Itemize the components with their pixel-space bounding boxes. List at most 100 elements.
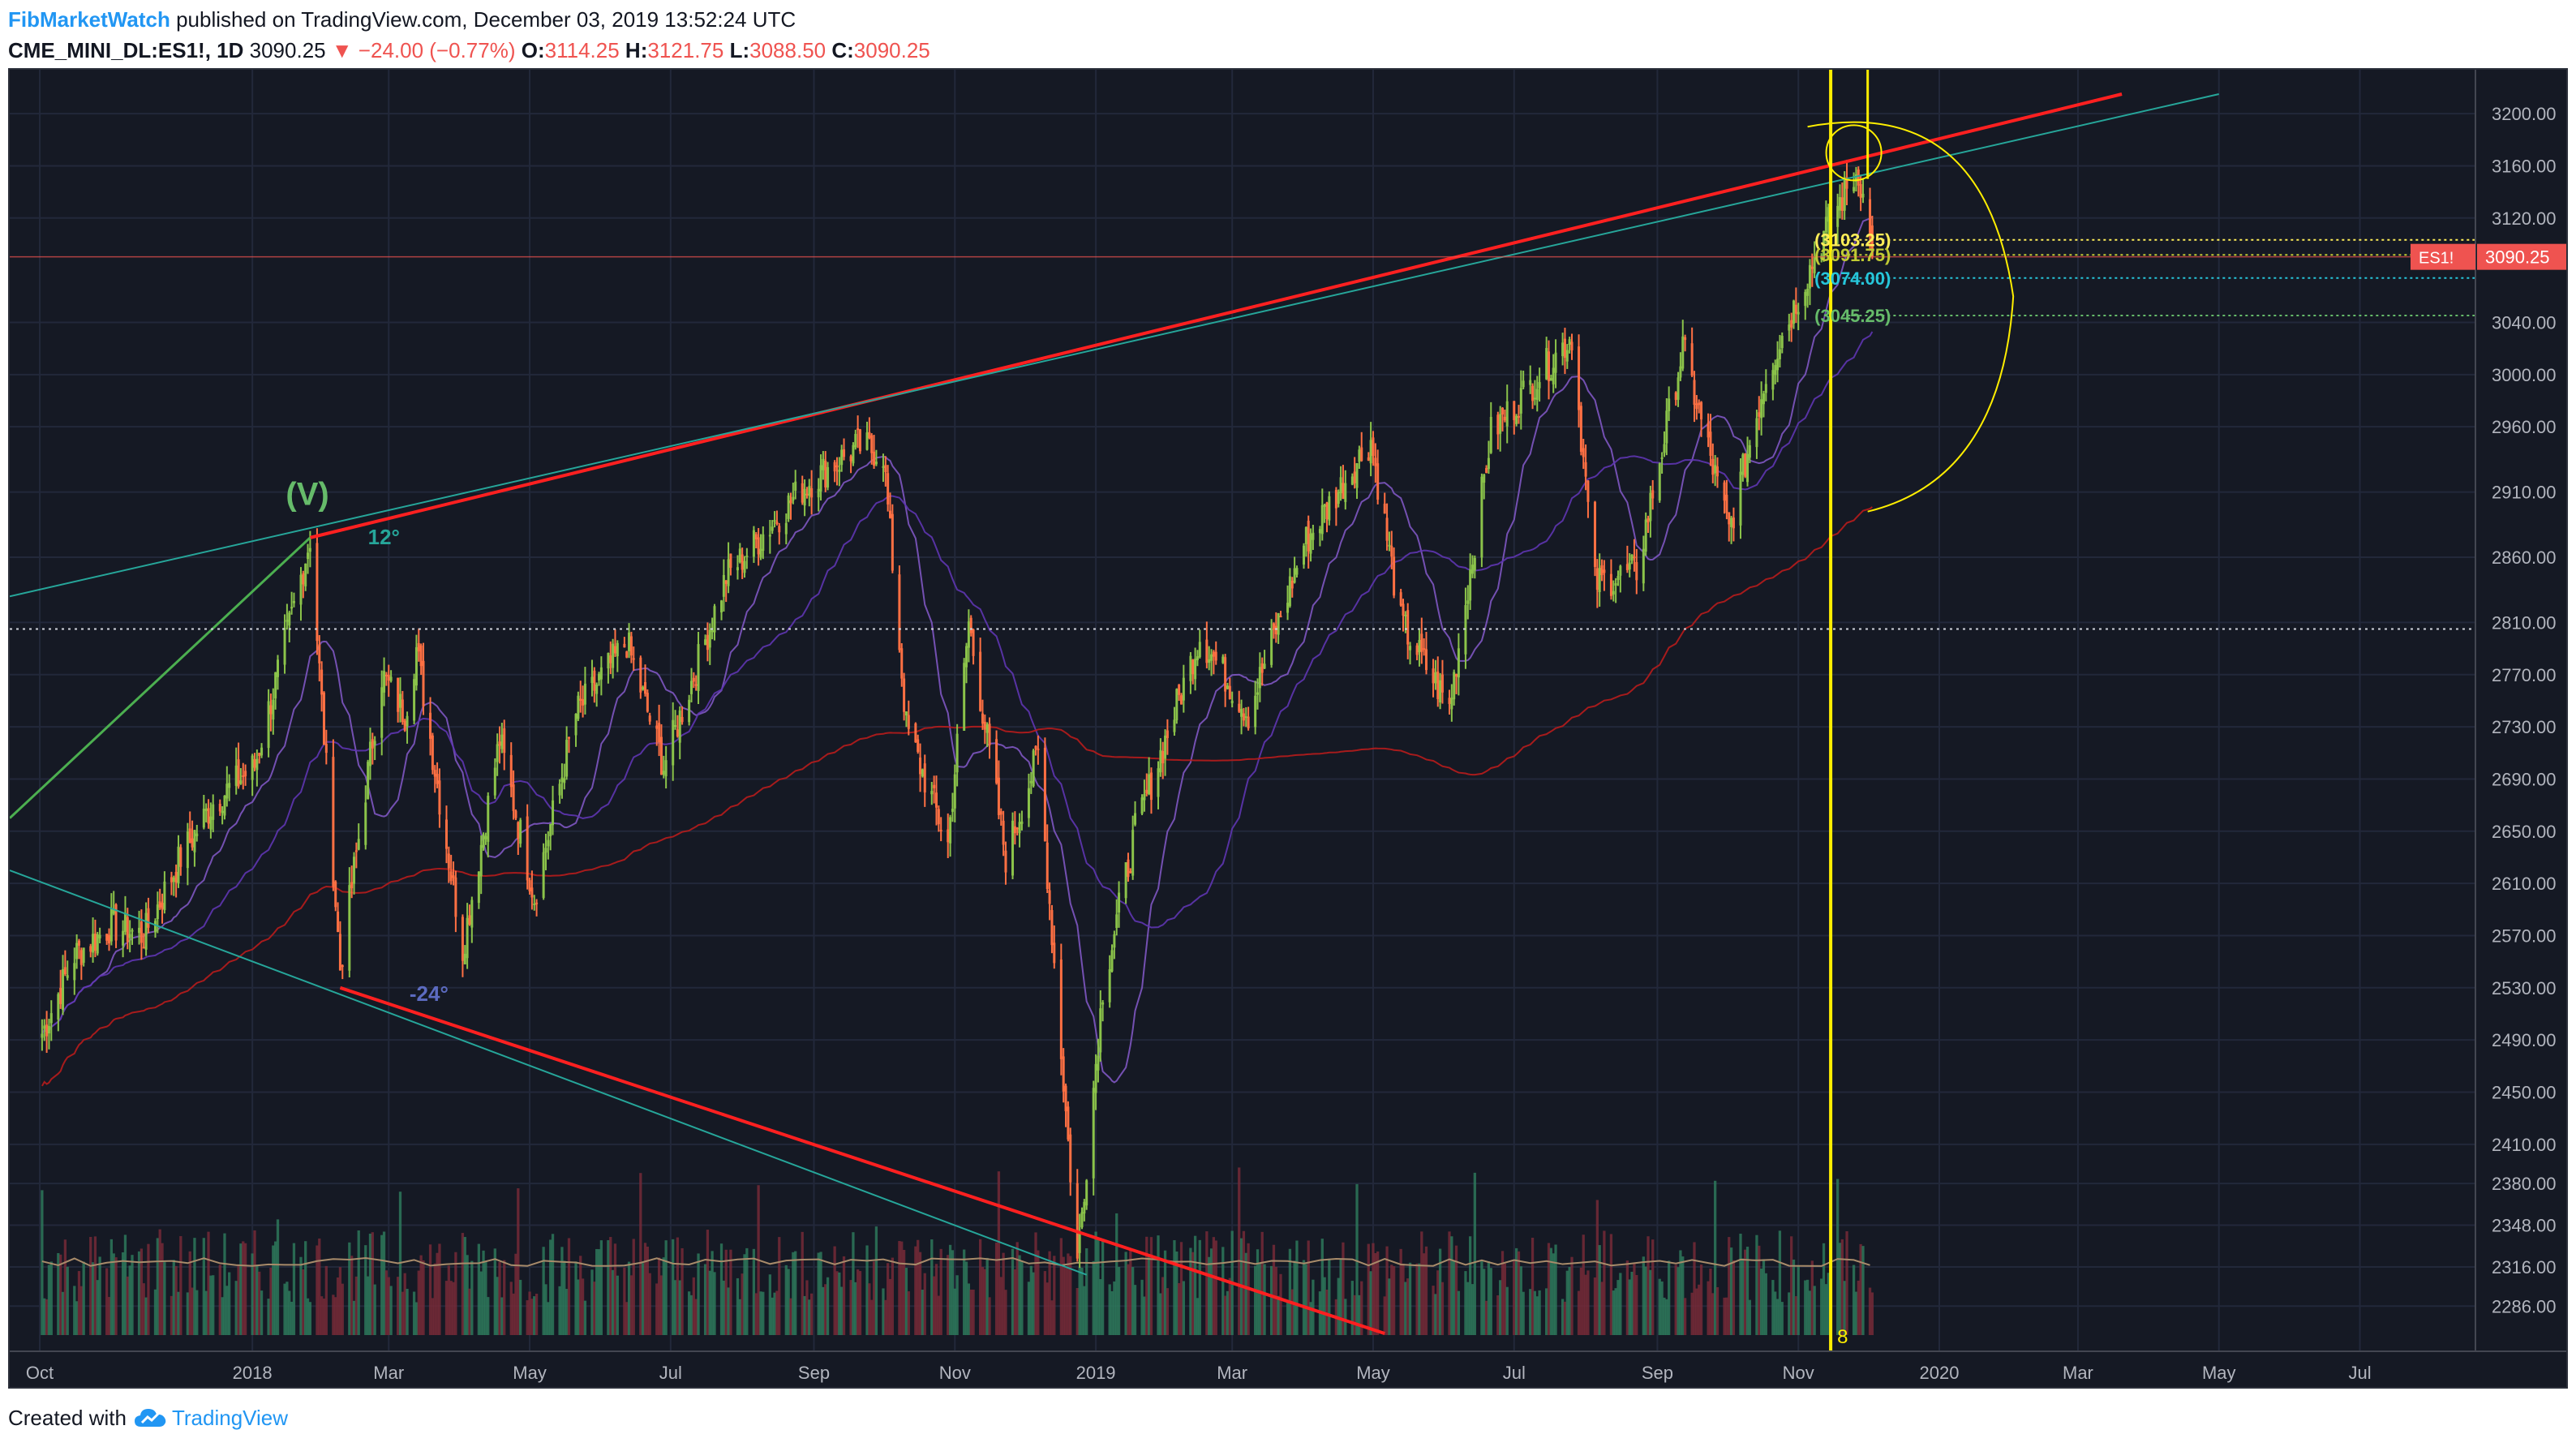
volume-bar <box>1390 1265 1393 1335</box>
price-tick-label: 2960.00 <box>2492 417 2557 437</box>
candle-body <box>1226 685 1229 689</box>
candle-body <box>1625 564 1629 570</box>
candle-body <box>884 465 887 473</box>
chart-panel[interactable]: (V) 12° -24° (3103.25) (3091.75) (3074.00) (30… <box>8 68 2568 1389</box>
author-link[interactable]: FibMarketWatch <box>8 7 170 32</box>
candle-body <box>1679 366 1682 378</box>
volume-bar <box>994 1243 998 1335</box>
volume-bar <box>1043 1271 1047 1335</box>
symbol-name[interactable]: CME_MINI_DL:ES1!, 1D <box>8 38 244 62</box>
candle-body <box>697 644 700 691</box>
candle-body <box>1214 651 1217 661</box>
candle-body <box>1032 750 1035 787</box>
volume-bar <box>75 1301 79 1335</box>
candle-body <box>1390 546 1393 557</box>
volume-bar <box>688 1291 691 1335</box>
volume-bar <box>872 1261 876 1335</box>
volume-bar <box>73 1286 76 1335</box>
candle-body <box>792 496 795 501</box>
volume-bar <box>1568 1267 1571 1335</box>
candle-body <box>1668 398 1671 411</box>
volume-bar <box>1715 1286 1719 1335</box>
volume-bar <box>1385 1246 1389 1335</box>
volume-bar <box>461 1233 465 1335</box>
volume-bar <box>283 1283 286 1335</box>
volume-bar <box>223 1233 226 1335</box>
volume-bar <box>729 1249 732 1335</box>
volume-bar <box>1741 1258 1745 1335</box>
volume-bar <box>412 1291 416 1335</box>
volume-bar <box>107 1297 111 1335</box>
volume-bar <box>454 1252 457 1335</box>
volume-bar <box>1127 1264 1130 1335</box>
volume-bar <box>514 1253 517 1335</box>
volume-bar <box>1159 1293 1162 1335</box>
volume-bar <box>144 1297 148 1335</box>
candle-body <box>1323 505 1326 507</box>
candle-body <box>436 774 439 784</box>
candle-body <box>1020 821 1024 824</box>
candle-body <box>1859 184 1862 199</box>
volume-bar <box>1221 1247 1225 1335</box>
volume-bar <box>778 1237 781 1335</box>
candle-body <box>367 762 370 800</box>
upper-teal-line <box>10 93 2219 598</box>
volume-bar <box>676 1237 680 1335</box>
volume-bar <box>1358 1295 1361 1335</box>
candle-body <box>805 493 809 496</box>
candle-body <box>286 620 289 622</box>
volume-bar <box>1166 1288 1170 1335</box>
candle-body <box>632 658 635 660</box>
volume-bar <box>907 1291 910 1335</box>
volume-bar <box>79 1286 83 1335</box>
candle-body <box>609 655 612 663</box>
volume-bar <box>607 1240 610 1335</box>
close-value: 3090.25 <box>853 38 930 62</box>
price-chart[interactable]: (V) 12° -24° (3103.25)(3091.75) (3074.00) (30… <box>10 70 2566 1387</box>
candle-body <box>484 835 487 839</box>
candle-body <box>75 942 79 960</box>
volume-bar <box>1228 1277 1231 1335</box>
volume-bar <box>1272 1244 1276 1335</box>
volume-bar <box>551 1234 555 1335</box>
volume-bar <box>406 1289 409 1335</box>
candle-body <box>949 817 952 844</box>
candle-body <box>209 816 213 830</box>
candle-body <box>1295 568 1299 575</box>
candle-body <box>891 513 894 571</box>
candle-body <box>1198 642 1201 658</box>
volume-bar <box>212 1275 215 1335</box>
volume-bar <box>1018 1255 1021 1335</box>
volume-bar <box>1651 1239 1655 1335</box>
volume-bar <box>484 1261 487 1335</box>
candle-body <box>447 853 450 869</box>
volume-bar <box>1454 1245 1458 1335</box>
candle-body <box>1277 612 1280 635</box>
volume-bar <box>302 1269 305 1335</box>
time-tick-label: Sep <box>798 1363 830 1383</box>
candle-body <box>89 946 92 952</box>
volume-bar <box>82 1261 85 1335</box>
tradingview-logo[interactable]: TradingView <box>134 1400 288 1436</box>
volume-bar <box>1852 1265 1856 1335</box>
candle-body <box>1210 654 1213 661</box>
volume-bar <box>237 1264 240 1335</box>
volume-bar <box>1436 1270 1440 1335</box>
candle-body <box>874 462 878 465</box>
price-tick-label: 3120.00 <box>2492 208 2557 229</box>
candle-body <box>1533 397 1536 400</box>
volume-bar <box>1328 1258 1331 1335</box>
candle-body <box>1732 517 1735 529</box>
volume-bar <box>1699 1265 1703 1335</box>
candle-body <box>498 741 501 746</box>
candle-body <box>234 765 238 786</box>
volume-bar <box>914 1246 917 1335</box>
candle-body <box>1418 639 1421 653</box>
price-tick-label: 2316.00 <box>2492 1257 2557 1277</box>
publish-line: FibMarketWatch published on TradingView.… <box>8 5 796 34</box>
volume-bar <box>616 1275 619 1335</box>
volume-bar <box>1045 1282 1049 1335</box>
volume-bar <box>338 1267 342 1335</box>
volume-bar <box>1679 1250 1682 1335</box>
volume-bar <box>1674 1265 1677 1335</box>
